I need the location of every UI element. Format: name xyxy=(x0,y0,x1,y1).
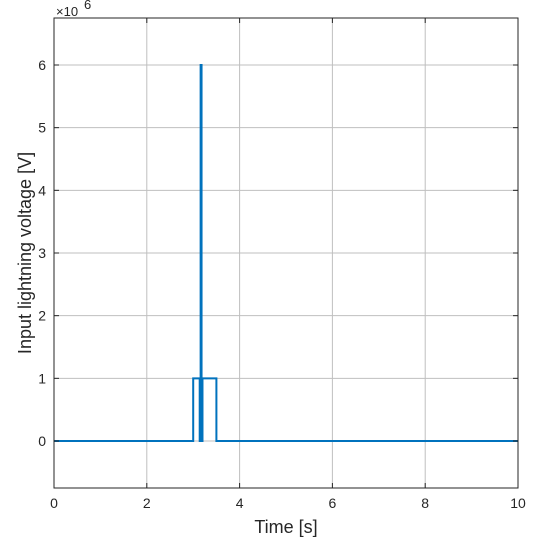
x-tick-label: 0 xyxy=(50,495,58,511)
y-tick-label: 3 xyxy=(38,245,46,261)
x-tick-label: 8 xyxy=(421,495,429,511)
series-layer xyxy=(54,64,518,442)
y-tick-label: 0 xyxy=(38,433,46,449)
x-tick-label: 10 xyxy=(510,495,526,511)
y-exponent-base: ×10 xyxy=(56,4,78,19)
x-tick-label: 4 xyxy=(236,495,244,511)
x-axis-label: Time [s] xyxy=(254,517,317,537)
y-exponent-power: 6 xyxy=(84,0,91,12)
x-tick-label: 2 xyxy=(143,495,151,511)
x-tick-label: 6 xyxy=(329,495,337,511)
y-tick-label: 6 xyxy=(38,57,46,73)
y-tick-label: 4 xyxy=(38,182,46,198)
labels: ×10 6 Time [s] Input lightning voltage [… xyxy=(15,0,318,537)
series-line xyxy=(54,64,518,442)
grid xyxy=(54,18,518,488)
y-tick-label: 1 xyxy=(38,370,46,386)
y-axis-label: Input lightning voltage [V] xyxy=(15,152,35,354)
y-tick-label: 5 xyxy=(38,120,46,136)
y-tick-label: 2 xyxy=(38,308,46,324)
ticks: 0 2 4 6 8 10 0 1 2 3 4 5 6 xyxy=(38,18,526,511)
